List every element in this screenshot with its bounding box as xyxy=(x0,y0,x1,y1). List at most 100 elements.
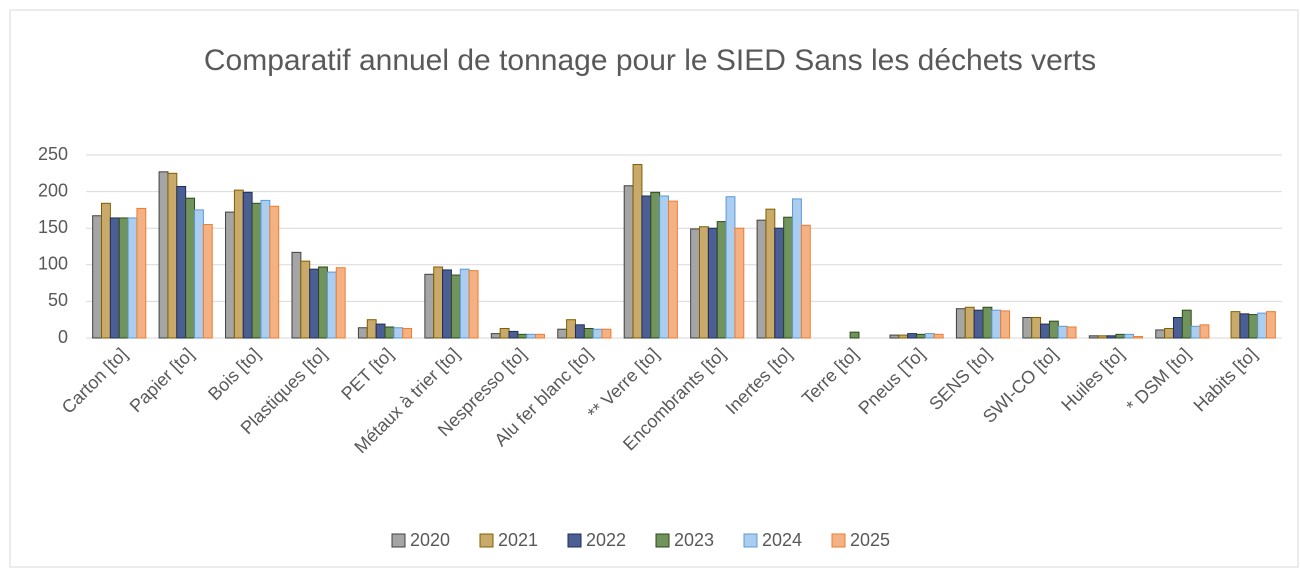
bar xyxy=(924,333,935,339)
bar xyxy=(118,217,129,339)
bar xyxy=(318,266,328,339)
bar xyxy=(973,309,984,339)
bar xyxy=(592,328,603,339)
bar xyxy=(508,330,519,339)
y-tick-label: 250 xyxy=(38,144,68,164)
y-tick-label: 0 xyxy=(58,327,68,347)
bar xyxy=(442,269,452,339)
chart-title: Comparatif annuel de tonnage pour le SIE… xyxy=(203,44,1097,77)
bar xyxy=(641,195,652,339)
bar xyxy=(194,209,204,339)
bar xyxy=(849,331,860,339)
legend-swatch xyxy=(567,533,582,548)
bar xyxy=(433,266,444,339)
bar xyxy=(574,324,585,339)
legend-label: 2020 xyxy=(410,530,450,550)
bar xyxy=(335,267,346,339)
bar xyxy=(176,185,187,339)
bar xyxy=(260,199,271,339)
bar xyxy=(393,327,404,339)
bar xyxy=(1265,311,1276,339)
bar xyxy=(136,207,147,339)
legend-label: 2023 xyxy=(674,530,714,550)
bar xyxy=(326,271,337,339)
bar xyxy=(566,319,576,339)
chart-title-box: Comparatif annuel de tonnage pour le SIE… xyxy=(203,44,1097,77)
bar xyxy=(1190,325,1201,339)
bar xyxy=(251,202,262,339)
bar xyxy=(557,328,568,339)
bar xyxy=(450,274,461,339)
bar xyxy=(1097,335,1108,339)
bar xyxy=(499,327,510,339)
bar xyxy=(898,334,909,339)
bar xyxy=(1031,317,1042,339)
bar xyxy=(774,227,785,339)
legend-label: 2025 xyxy=(850,530,890,550)
bar xyxy=(1172,317,1183,339)
bar xyxy=(109,217,120,339)
bar xyxy=(783,216,794,339)
bar xyxy=(1022,317,1033,339)
bar xyxy=(707,227,718,339)
bar xyxy=(623,185,634,339)
bar xyxy=(468,270,479,339)
bar xyxy=(800,224,811,339)
bar xyxy=(384,326,395,339)
bar xyxy=(964,306,975,339)
bar xyxy=(366,319,377,339)
bar xyxy=(92,215,103,339)
bar xyxy=(933,333,944,339)
y-tick-label: 100 xyxy=(38,254,68,274)
bar xyxy=(1088,335,1099,339)
bar xyxy=(1133,336,1143,339)
bar xyxy=(583,327,594,339)
bar xyxy=(650,191,661,339)
bar xyxy=(1155,329,1166,339)
bar xyxy=(309,268,320,339)
bar xyxy=(725,196,736,339)
legend-label: 2024 xyxy=(762,530,802,550)
bar xyxy=(667,200,678,339)
bar xyxy=(459,268,470,339)
legend-label: 2022 xyxy=(586,530,626,550)
bar xyxy=(889,334,900,339)
bar xyxy=(127,217,138,339)
bar xyxy=(699,226,709,339)
bar xyxy=(765,208,776,339)
bar xyxy=(233,189,244,339)
bar xyxy=(690,228,701,339)
bar xyxy=(1066,326,1077,339)
bar xyxy=(402,327,413,339)
bar xyxy=(1257,312,1267,339)
bar xyxy=(1239,313,1250,339)
bar xyxy=(300,260,311,339)
bar xyxy=(1048,320,1059,339)
bar xyxy=(1181,309,1192,339)
bar xyxy=(1164,327,1174,339)
bar xyxy=(535,333,545,339)
bar xyxy=(1115,333,1126,339)
bar xyxy=(1000,310,1011,339)
bar xyxy=(1248,314,1259,339)
bar xyxy=(490,333,501,339)
bar xyxy=(632,164,643,339)
bar xyxy=(716,221,727,339)
bar xyxy=(601,328,612,339)
y-tick-label: 50 xyxy=(48,290,68,310)
legend-swatch xyxy=(655,533,670,548)
bar xyxy=(202,224,213,339)
bar xyxy=(185,197,196,339)
y-tick-label: 200 xyxy=(38,180,68,200)
bar xyxy=(734,227,745,339)
bar xyxy=(907,333,918,339)
legend-label: 2021 xyxy=(498,530,538,550)
bar xyxy=(375,323,386,339)
bar xyxy=(1057,325,1068,339)
bar xyxy=(357,327,368,339)
bar xyxy=(955,308,966,339)
bar xyxy=(158,171,169,339)
bar xyxy=(1124,333,1135,339)
bar xyxy=(291,251,302,339)
bar xyxy=(982,306,993,339)
